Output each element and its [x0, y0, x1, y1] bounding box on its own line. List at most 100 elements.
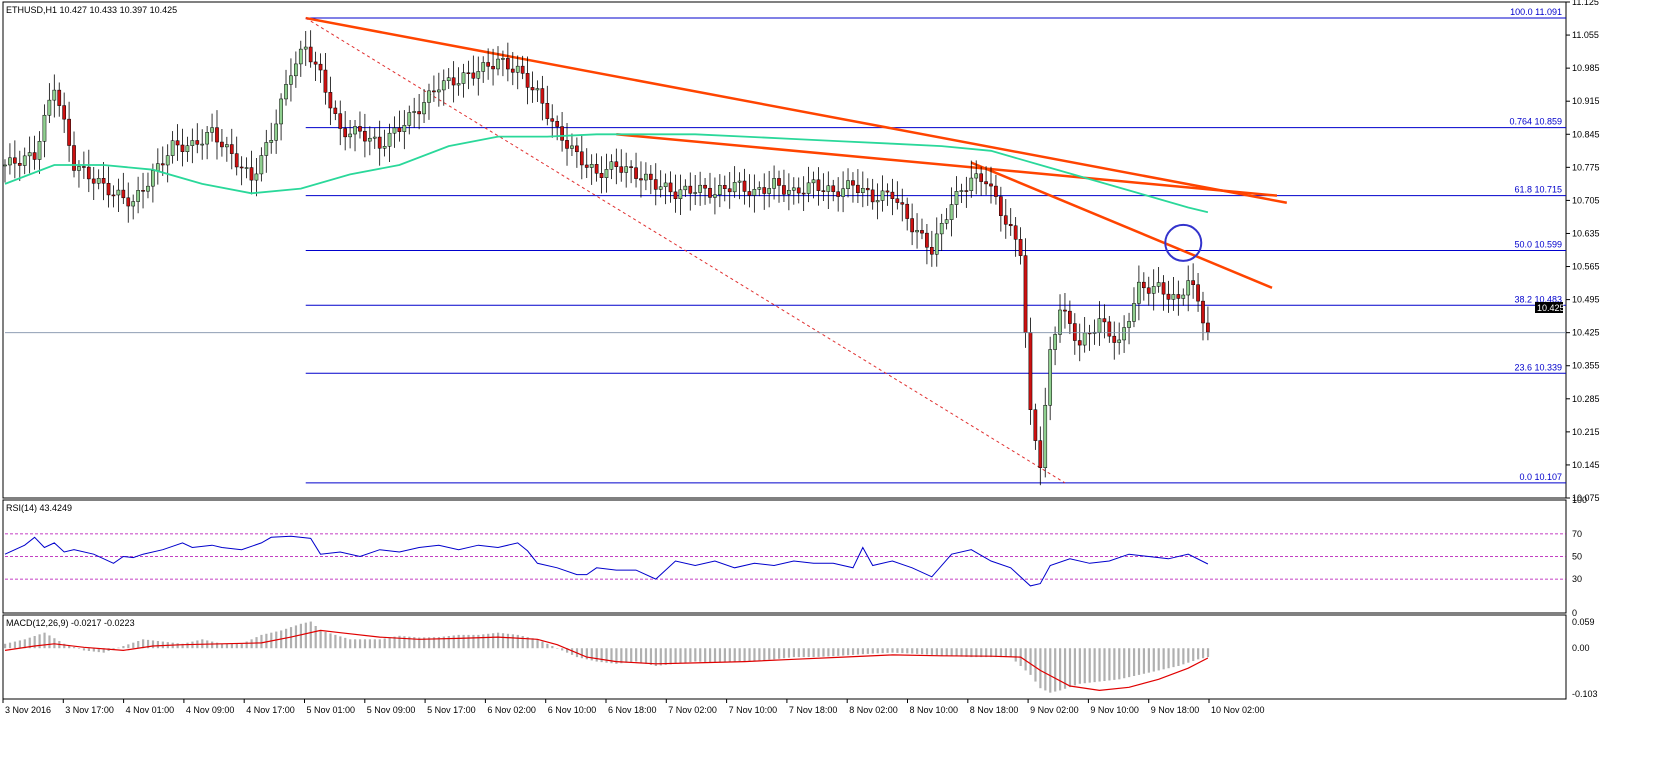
- macd-histogram-bar: [625, 648, 628, 663]
- price-tick-label: 10.635: [1572, 228, 1600, 238]
- macd-histogram-bar: [585, 648, 588, 660]
- candle-bull: [372, 136, 377, 139]
- macd-histogram-bar: [161, 641, 164, 649]
- macd-histogram-bar: [920, 648, 924, 655]
- time-tick-label: 6 Nov 02:00: [487, 705, 536, 715]
- macd-histogram-bar: [176, 643, 179, 649]
- macd-histogram-bar: [842, 648, 845, 656]
- candle-bull: [387, 132, 392, 147]
- time-tick-label: 9 Nov 18:00: [1151, 705, 1200, 715]
- highlight-circle: [1164, 223, 1203, 262]
- price-tick-label: 10.285: [1572, 394, 1600, 404]
- macd-histogram-bar: [935, 648, 938, 656]
- macd-histogram-bar: [743, 648, 746, 662]
- candle-bull: [806, 182, 811, 194]
- macd-histogram-bar: [817, 648, 820, 657]
- candle-bull: [52, 89, 57, 101]
- candle-bear: [1201, 300, 1205, 324]
- macd-histogram-bar: [97, 648, 100, 653]
- macd-histogram-bar: [605, 648, 608, 663]
- macd-histogram-bar: [388, 637, 391, 649]
- candle-bear: [703, 184, 707, 189]
- candle-bull: [1171, 294, 1176, 300]
- candle-bear: [599, 173, 604, 178]
- fib-level-label: 50.0 10.599: [1514, 239, 1562, 249]
- candle-bull: [303, 46, 308, 50]
- macd-histogram-bar: [590, 648, 593, 661]
- candle-bull: [939, 223, 944, 235]
- candle-bull: [284, 84, 288, 100]
- macd-histogram-bar: [940, 648, 943, 656]
- macd-histogram-bar: [615, 648, 618, 664]
- macd-histogram-bar: [610, 648, 613, 664]
- macd-histogram-bar: [132, 642, 135, 649]
- candle-bear: [91, 178, 96, 184]
- macd-signal-line: [4, 629, 1209, 692]
- macd-histogram-bar: [1098, 648, 1101, 682]
- macd-histogram-bar: [960, 648, 963, 657]
- candle-bear: [397, 127, 402, 132]
- candle-bull: [1097, 318, 1102, 333]
- candle-bear: [890, 191, 895, 199]
- candle-bull: [461, 72, 466, 84]
- price-tick-label: 10.915: [1572, 96, 1600, 106]
- macd-histogram-bar: [856, 648, 860, 655]
- macd-histogram-bar: [699, 648, 702, 662]
- candle-bull: [1117, 339, 1122, 343]
- candle-bull: [811, 179, 816, 184]
- macd-histogram-bar: [1206, 648, 1210, 658]
- candle-bull: [1132, 303, 1136, 322]
- candle-bull: [279, 98, 283, 125]
- candle-bull: [589, 164, 594, 168]
- macd-histogram-bar: [1093, 648, 1096, 683]
- candle-bear: [101, 178, 106, 184]
- candle-bear: [333, 107, 338, 114]
- price-tick-label: 10.145: [1572, 460, 1600, 470]
- macd-histogram-bar: [437, 637, 441, 649]
- time-tick-label: 8 Nov 02:00: [849, 705, 898, 715]
- candle-bull: [974, 173, 979, 179]
- candle-bear: [13, 157, 17, 164]
- candle-bear: [584, 164, 589, 168]
- macd-histogram-bar: [541, 641, 544, 649]
- candle-bull: [934, 233, 939, 255]
- macd-histogram-bar: [260, 634, 263, 649]
- macd-histogram-bar: [13, 641, 17, 649]
- macd-histogram-bar: [847, 648, 850, 656]
- macd-histogram-bar: [832, 648, 835, 657]
- macd-histogram-bar: [299, 623, 302, 649]
- candle-bull: [382, 146, 387, 149]
- macd-histogram-bar: [531, 638, 534, 649]
- candle-bear: [782, 185, 786, 195]
- time-axis: 3 Nov 2016 3 Nov 17:00 4 Nov 01:00 4 Nov 09…: [2, 699, 1265, 715]
- candle-bull: [515, 65, 520, 73]
- candle-bear: [722, 185, 727, 189]
- candle-bear: [816, 179, 821, 191]
- candle-bull: [412, 111, 417, 113]
- macd-histogram-bar: [43, 632, 46, 649]
- candle-bull: [436, 89, 441, 93]
- candle-bear: [363, 130, 367, 142]
- candle-bear: [358, 126, 362, 132]
- candle-bull: [1048, 349, 1053, 406]
- candle-bear: [525, 73, 530, 88]
- macd-histogram-bar: [1201, 648, 1205, 659]
- macd-histogram-bar: [240, 643, 243, 649]
- candle-bear: [17, 163, 22, 166]
- macd-histogram-bar: [950, 648, 953, 657]
- macd-histogram-bar: [265, 633, 268, 649]
- candle-bear: [1166, 293, 1171, 300]
- macd-histogram-bar: [1167, 648, 1170, 669]
- candle-bull: [875, 200, 880, 203]
- macd-histogram-bar: [526, 637, 529, 649]
- macd-histogram-bar: [344, 637, 347, 649]
- fib-level-label: 38.2 10.483: [1514, 294, 1562, 304]
- rsi-tick-label: 50: [1572, 552, 1582, 562]
- macd-histogram-bar: [556, 648, 559, 649]
- price-tick-label: 10.985: [1572, 63, 1600, 73]
- candle-bear: [229, 144, 234, 154]
- candle-bear: [925, 232, 929, 248]
- candle-bull: [42, 114, 47, 142]
- candle-bull: [116, 189, 121, 196]
